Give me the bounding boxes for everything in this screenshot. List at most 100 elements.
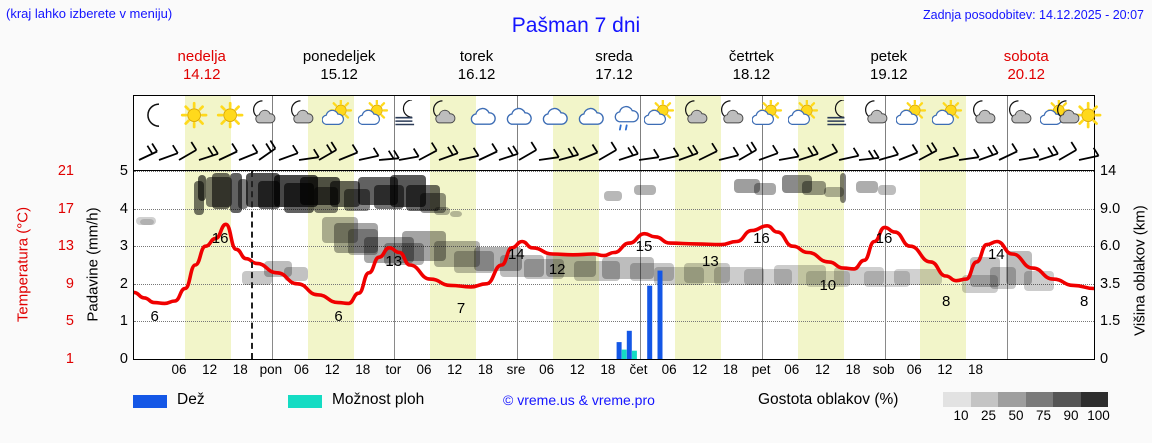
daylight-tint: [430, 136, 477, 170]
time-tick-label: 18: [845, 362, 861, 377]
precipitation-axis-title: Padavine (mm/h): [78, 170, 106, 360]
wind-barb: [218, 136, 248, 170]
moon-cloud-icon: [860, 100, 894, 132]
sun-cloud-icon: [1039, 99, 1074, 132]
wind-barb: [498, 136, 528, 170]
temperature-value-label: 8: [942, 292, 951, 310]
cloud-rain-icon: [614, 105, 639, 131]
day-separator: [1007, 96, 1009, 136]
precipitation-tick: 1: [119, 313, 128, 330]
copyright-link[interactable]: © vreme.us & vreme.pro: [503, 392, 655, 408]
cloud-icon: [572, 100, 606, 132]
day-header-ponedeljek: ponedeljek 15.12: [270, 48, 407, 86]
moon-cloud-icon: [721, 100, 744, 124]
temperature-tick: 5: [65, 313, 74, 330]
wind-barb: [178, 136, 208, 170]
wind-barb: [438, 136, 468, 170]
wind-barb: [678, 136, 708, 170]
day-separator: [394, 171, 396, 359]
sun-cloud-icon: [751, 99, 783, 125]
wind-barb: [1018, 136, 1048, 170]
gridline: [134, 321, 1094, 323]
wind-barb: [798, 136, 828, 170]
moon-cloud-icon: [968, 100, 1002, 132]
location-menu-note: (kraj lahko izberete v meniju): [6, 6, 173, 21]
precipitation-axis-title-text: Padavine (mm/h): [84, 207, 102, 322]
time-axis-ticks: 06 12 18 pon 06 12 18 tor 06 12 18 sre 06 12 18 čet 06 12…: [133, 362, 1095, 380]
temperature-value-label: 6: [334, 308, 343, 326]
sun-cloud-icon: [895, 99, 930, 132]
day-date: 18.12: [732, 66, 771, 83]
moon-icon: [147, 103, 160, 127]
day-header-sreda: sreda 17.12: [545, 48, 682, 86]
time-tick-label: 12: [569, 362, 585, 377]
wind-barb: [898, 136, 928, 170]
temperature-tick: 9: [65, 275, 74, 292]
temperature-value-label: 13: [385, 253, 403, 271]
sun-icon: [214, 100, 248, 132]
cloud-height-tick: 3.5: [1100, 275, 1121, 292]
wind-barb: [738, 136, 768, 170]
precipitation-tick: 0: [119, 351, 128, 367]
daylight-tint: [552, 136, 599, 170]
time-tick-label: 12: [692, 362, 708, 377]
wind-barb: [518, 136, 548, 170]
sun-cloud-icon: [357, 99, 389, 125]
cloud-height-tick: 0: [1100, 351, 1109, 367]
cloud-rain-icon: [608, 100, 642, 132]
time-tick-label: 18: [232, 362, 248, 377]
wind-barb: [1038, 136, 1068, 170]
wind-barb: [478, 136, 508, 170]
wind-barb: [378, 136, 408, 170]
wind-barb: [238, 136, 268, 170]
moon-cloud-icon: [1004, 100, 1038, 132]
day-date: 19.12: [870, 66, 908, 83]
showers-legend-label: Možnost ploh: [332, 391, 425, 408]
moon-cloud-icon: [286, 100, 320, 132]
daylight-tint: [920, 136, 967, 170]
temperature-tick: 21: [57, 163, 74, 179]
last-update-stamp: Zadnja posodobitev: 14.12.2025 - 20:07: [922, 8, 1144, 22]
cloud-icon: [542, 107, 568, 125]
day-name: sobota: [1003, 48, 1049, 65]
gridline: [134, 208, 1094, 210]
weather-icon-band: [133, 95, 1102, 136]
day-separator: [394, 96, 396, 136]
sun-icon: [1074, 101, 1102, 129]
precipitation-tick: 4: [119, 200, 128, 217]
time-tick-label: pon: [259, 362, 283, 377]
sun-cloud-icon: [321, 99, 353, 125]
temperature-value-label: 6: [150, 308, 159, 326]
day-header-četrtek: četrtek 18.12: [683, 48, 820, 86]
day-separator: [762, 171, 764, 359]
sun-cloud-icon: [321, 99, 356, 132]
time-tick-label: sre: [506, 362, 526, 377]
cloud-density-tick: 50: [1008, 408, 1024, 423]
moon-fog-icon: [395, 99, 415, 126]
wind-barb: [198, 136, 228, 170]
wind-barb: [818, 136, 848, 170]
cloud-density-tick: 90: [1063, 408, 1079, 423]
sun-icon: [1072, 100, 1106, 132]
wind-barb: [458, 136, 488, 170]
day-date: 20.12: [1007, 66, 1046, 83]
wind-barb: [318, 136, 348, 170]
daylight-tint: [920, 171, 967, 359]
moon-fog-icon: [824, 99, 858, 132]
moon-cloud-icon: [973, 100, 996, 124]
cloud-density-swatch: [998, 392, 1026, 407]
wind-barb: [158, 136, 188, 170]
sun-cloud-icon: [357, 99, 392, 132]
time-tick-label: 18: [600, 362, 616, 377]
wind-barb: [338, 136, 368, 170]
day-name: sreda: [595, 48, 633, 65]
moon-cloud-icon: [253, 100, 276, 124]
time-tick-label: 12: [324, 362, 340, 377]
wind-barb: [838, 136, 868, 170]
precipitation-tick: 5: [119, 163, 128, 179]
wind-barb: [658, 136, 688, 170]
day-separator: [1007, 136, 1009, 170]
sun-cloud-icon: [787, 99, 822, 132]
wind-barb: [398, 136, 428, 170]
temperature-value-label: 7: [456, 300, 466, 318]
